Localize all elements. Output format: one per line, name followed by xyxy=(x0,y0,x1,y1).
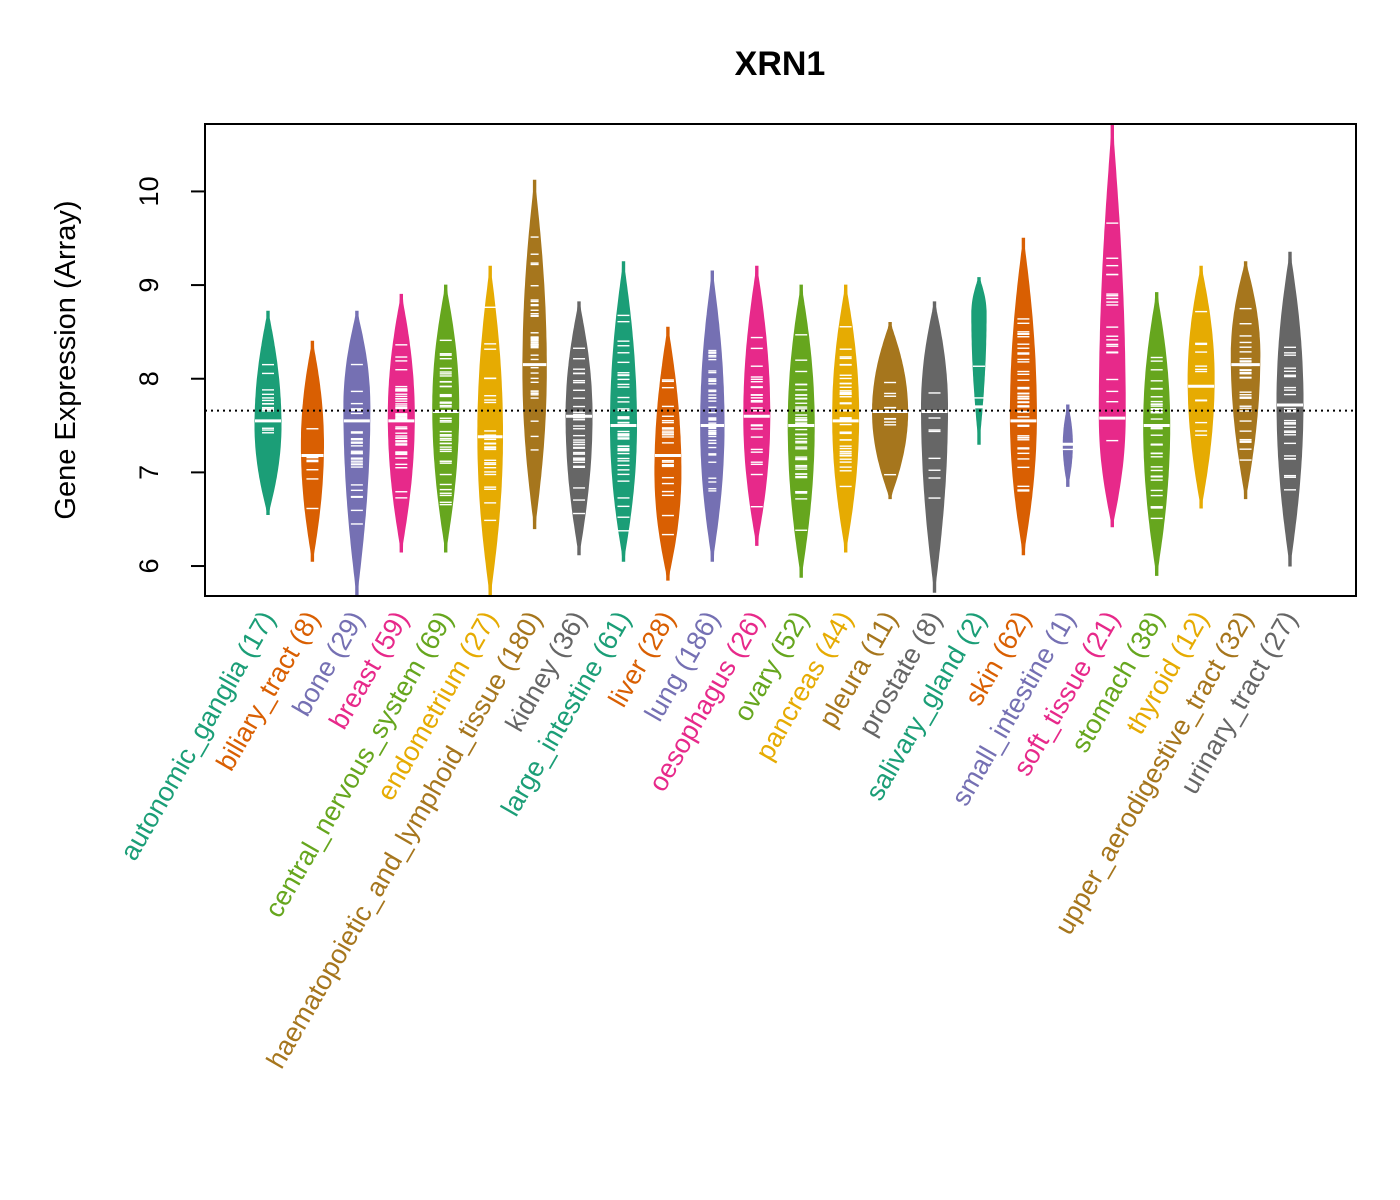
violin-central_nervous_system xyxy=(432,284,460,553)
violin-haematopoietic_and_lymphoid_tissue xyxy=(522,179,547,530)
y-tick-label: 8 xyxy=(134,371,164,386)
violin-lung xyxy=(700,270,725,562)
violin-pancreas xyxy=(832,284,860,553)
violin-liver xyxy=(654,326,682,581)
violin-autonomic_ganglia xyxy=(254,310,282,515)
violin-salivary_gland xyxy=(970,277,987,445)
violin-body xyxy=(971,277,987,445)
violin-urinary_tract xyxy=(1276,251,1304,567)
violin-soft_tissue xyxy=(1098,123,1126,528)
violin-small_intestine xyxy=(1059,404,1076,487)
violin-bone xyxy=(343,310,371,597)
violin-body xyxy=(610,261,637,562)
violin-body xyxy=(387,293,415,553)
violin-breast xyxy=(387,293,415,553)
violin-oesophagus xyxy=(743,265,771,546)
y-axis: 6 7 8 9 10 xyxy=(134,176,206,574)
violin-kidney xyxy=(565,301,593,556)
violin-group xyxy=(254,123,1304,597)
violin-body xyxy=(1143,292,1171,576)
violin-body xyxy=(1230,261,1261,500)
violin-body xyxy=(787,284,815,578)
violin-body xyxy=(743,265,771,546)
violin-body xyxy=(300,340,324,562)
y-axis-label: Gene Expression (Array) xyxy=(50,200,82,519)
violin-body xyxy=(654,326,682,581)
violin-body xyxy=(522,179,547,530)
y-tick-label: 9 xyxy=(134,278,164,293)
plot-frame xyxy=(204,123,1357,597)
violin-thyroid xyxy=(1187,265,1215,509)
violin-prostate xyxy=(921,301,948,593)
violin-biliary_tract xyxy=(300,340,324,562)
violin-upper_aerodigestive_tract xyxy=(1230,261,1261,500)
chart-title: XRN1 xyxy=(735,45,826,83)
violin-body xyxy=(254,310,282,515)
violin-ovary xyxy=(787,284,815,578)
y-tick-label: 10 xyxy=(134,176,164,206)
violin-body xyxy=(921,301,948,593)
violin-body xyxy=(700,270,725,562)
violin-body xyxy=(1098,123,1126,528)
x-axis-labels: autonomic_ganglia (17)biliary_tract (8)b… xyxy=(114,606,1303,1073)
violin-endometrium xyxy=(477,265,503,597)
violin-skin xyxy=(1009,237,1037,556)
violin-stomach xyxy=(1143,292,1171,576)
y-tick-label: 6 xyxy=(134,559,164,574)
y-tick-label: 7 xyxy=(134,465,164,480)
